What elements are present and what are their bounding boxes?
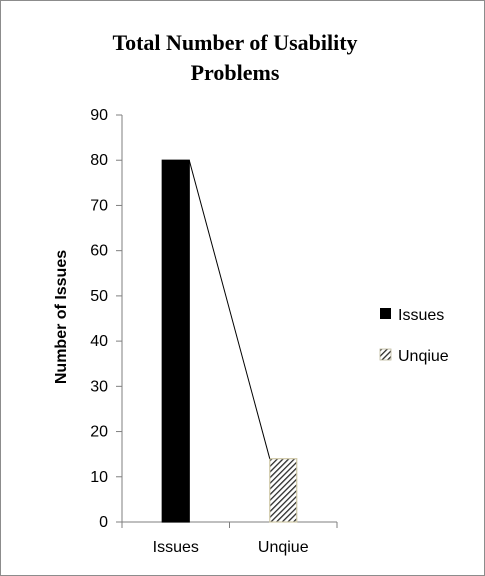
legend-swatch-issues (380, 308, 391, 319)
y-axis: 0 10 20 30 40 50 60 70 80 90 (90, 107, 123, 531)
bar-issues (161, 159, 190, 523)
y-tick-label: 40 (90, 333, 108, 350)
chart-title-line-1: Total Number of Usability (112, 30, 357, 55)
y-tick-label: 0 (99, 514, 108, 531)
y-tick-label: 60 (90, 243, 108, 260)
x-tick-label: Unqiue (258, 539, 309, 556)
x-tick-label: Issues (153, 539, 199, 556)
x-axis: Issues Unqiue (121, 521, 338, 556)
legend-label-unqiue: Unqiue (398, 348, 449, 365)
series-connector-line (188, 160, 271, 459)
y-tick-label: 80 (90, 152, 108, 169)
y-tick-label: 20 (90, 424, 108, 441)
legend-label-issues: Issues (398, 307, 444, 324)
y-tick-label: 50 (90, 288, 108, 305)
y-axis-label: Number of Issues (53, 250, 70, 384)
legend-swatch-unqiue (379, 348, 392, 361)
legend: Issues Unqiue (379, 307, 449, 365)
y-tick-label: 10 (90, 469, 108, 486)
y-tick-label: 90 (90, 107, 108, 124)
chart-title-line-2: Problems (191, 60, 280, 85)
bar-unqiue (269, 458, 298, 523)
y-tick-label: 70 (90, 197, 108, 214)
y-tick-label: 30 (90, 378, 108, 395)
bars (161, 159, 298, 523)
